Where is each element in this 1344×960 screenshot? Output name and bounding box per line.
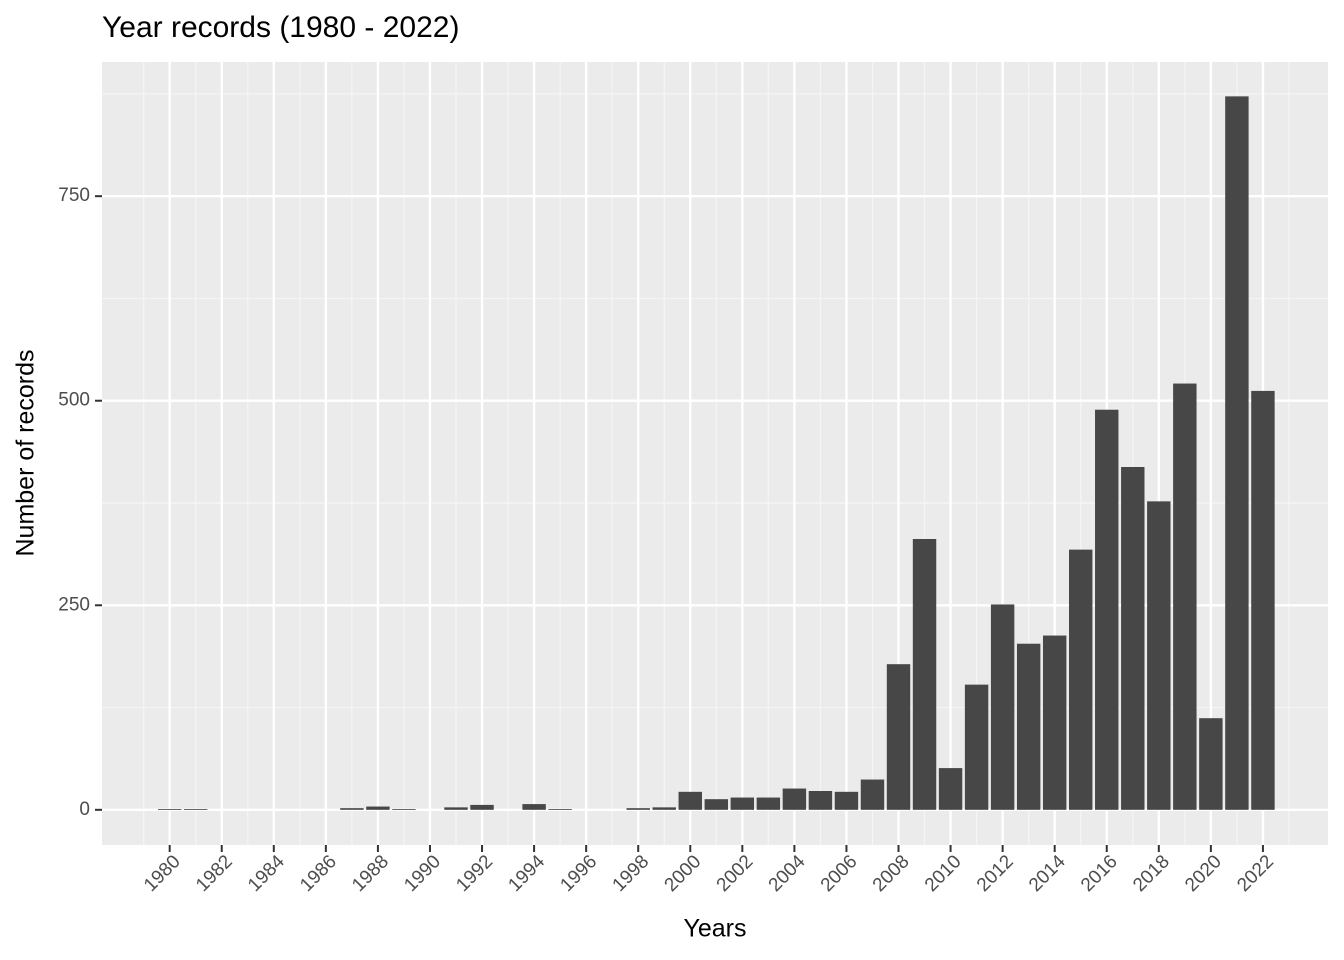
x-tick-label: 1998 — [609, 851, 654, 896]
bar — [157, 809, 182, 810]
bar — [1251, 390, 1275, 810]
x-tick-label: 1986 — [296, 851, 341, 896]
bar — [730, 797, 755, 810]
bar — [366, 806, 390, 810]
bar — [444, 807, 468, 810]
x-axis-title: Years — [683, 915, 746, 943]
bar — [652, 807, 676, 810]
x-tick-label: 2016 — [1077, 851, 1122, 896]
x-tick-label: 1994 — [504, 851, 549, 896]
bar — [990, 604, 1015, 810]
x-tick-label: 2008 — [869, 851, 914, 896]
bar — [886, 664, 911, 810]
x-tick-label: 2002 — [713, 851, 758, 896]
bar — [834, 791, 859, 810]
bar — [470, 804, 494, 810]
bar — [626, 808, 650, 810]
chart-title: Year records (1980 - 2022) — [102, 11, 459, 44]
bar — [704, 799, 729, 810]
x-tick-label: 2014 — [1025, 851, 1070, 896]
bar — [938, 768, 963, 810]
bar — [1095, 409, 1119, 810]
x-tick-label: 1984 — [244, 851, 289, 896]
bar — [1042, 635, 1067, 810]
x-tick-label: 2004 — [765, 851, 810, 896]
bar — [1016, 643, 1041, 810]
bar — [392, 809, 416, 810]
bar — [756, 797, 781, 810]
x-tick-label: 2000 — [661, 851, 706, 896]
bar — [548, 809, 572, 810]
x-tick-label: 2020 — [1181, 851, 1226, 896]
y-tick-label: 750 — [58, 185, 90, 206]
x-tick-label: 1992 — [452, 851, 497, 896]
bar — [1147, 501, 1171, 810]
bar — [808, 791, 833, 810]
x-tick-label: 1980 — [140, 851, 185, 896]
y-tick-label: 500 — [58, 390, 90, 411]
bar — [1199, 718, 1223, 810]
y-axis-title: Number of records — [12, 349, 40, 556]
bar — [860, 779, 885, 810]
x-tick-label: 2018 — [1129, 851, 1174, 896]
x-tick-label: 1996 — [556, 851, 601, 896]
x-tick-label: 2012 — [973, 851, 1018, 896]
bar — [1069, 549, 1093, 810]
y-tick-label: 250 — [58, 594, 90, 615]
x-tick-label: 1982 — [192, 851, 237, 896]
bar — [1173, 383, 1197, 810]
x-tick-label: 1988 — [348, 851, 393, 896]
bar — [522, 804, 546, 810]
bar — [340, 808, 364, 810]
x-tick-label: 2006 — [817, 851, 862, 896]
x-tick-label: 2010 — [921, 851, 966, 896]
x-tick-label: 1990 — [400, 851, 445, 896]
y-tick-label: 0 — [79, 799, 90, 820]
bar — [1225, 96, 1249, 810]
bar — [1121, 467, 1145, 810]
x-tick-label: 2022 — [1233, 851, 1278, 896]
bar — [782, 788, 807, 810]
bar — [912, 539, 937, 810]
bar — [678, 791, 702, 810]
bar — [183, 809, 208, 810]
bar — [964, 684, 989, 810]
